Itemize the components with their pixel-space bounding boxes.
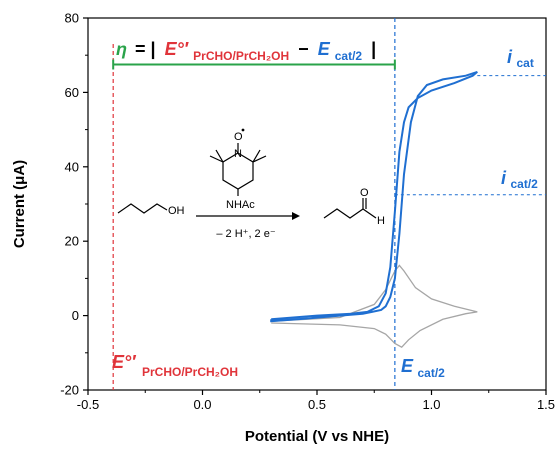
- eta-equals: = |: [135, 39, 156, 59]
- product-carbonyl-label: O: [360, 187, 369, 199]
- reaction-conditions: – 2 H⁺, 2 e⁻: [216, 228, 276, 240]
- eta-label: η = | E°′ PrCHO/PrCH₂OH − E cat/2 |: [116, 39, 376, 64]
- reaction-arrow-head: [292, 212, 300, 220]
- butanol-skeleton: [117, 203, 168, 214]
- eta-cat-sub: cat/2: [335, 49, 363, 63]
- product-h-label: H: [377, 215, 385, 227]
- i-cat-label: i cat: [507, 47, 534, 70]
- e-cat2-label: E cat/2: [401, 356, 445, 380]
- x-tick-label: -0.5: [77, 397, 99, 412]
- butanal-skeleton: [323, 208, 377, 219]
- x-axis-ticks: -0.5 0.0 0.5 1.0 1.5: [77, 390, 555, 412]
- e-ref-label: E°′ PrCHO/PrCH₂OH: [112, 352, 238, 379]
- tempo-nhac-label: NHAc: [226, 199, 255, 211]
- eta-cat-symbol: E: [318, 39, 331, 59]
- y-tick-label: -20: [60, 383, 79, 398]
- eta-symbol: η: [116, 39, 127, 59]
- y-tick-label: 20: [65, 234, 79, 249]
- eta-e-symbol: E°′: [165, 39, 189, 59]
- y-tick-label: 60: [65, 85, 79, 100]
- x-axis-title: Potential (V vs NHE): [245, 428, 389, 445]
- reaction-scheme: [117, 143, 377, 220]
- y-tick-label: 80: [65, 11, 79, 26]
- y-axis-ticks: -20 0 20 40 60 80: [60, 11, 88, 398]
- eta-minus: −: [298, 39, 309, 59]
- tempo-me2: [215, 149, 224, 163]
- x-tick-label: 1.0: [422, 397, 440, 412]
- eta-bracket: [112, 59, 396, 70]
- tempo-me3: [252, 155, 267, 163]
- tempo-radical-dot: [241, 128, 245, 132]
- tempo-me4: [252, 149, 261, 163]
- x-tick-label: 0.5: [308, 397, 326, 412]
- eta-e-sub: PrCHO/PrCH₂OH: [193, 49, 289, 63]
- eta-close: |: [371, 39, 376, 59]
- x-tick-label: 0.0: [193, 397, 211, 412]
- y-axis-title: Current (μA): [11, 160, 28, 248]
- reactant-oh-label: OH: [168, 205, 185, 217]
- y-tick-label: 40: [65, 159, 79, 174]
- series-catalytic-cv: [270, 70, 478, 323]
- tempo-n-label: N: [234, 148, 242, 160]
- series-background-cv: [271, 264, 478, 349]
- y-tick-label: 0: [72, 308, 79, 323]
- x-tick-label: 1.5: [537, 397, 555, 412]
- tempo-o-label: O: [234, 131, 243, 143]
- i-cat2-label: i cat/2: [501, 168, 538, 191]
- tempo-me1: [209, 155, 224, 163]
